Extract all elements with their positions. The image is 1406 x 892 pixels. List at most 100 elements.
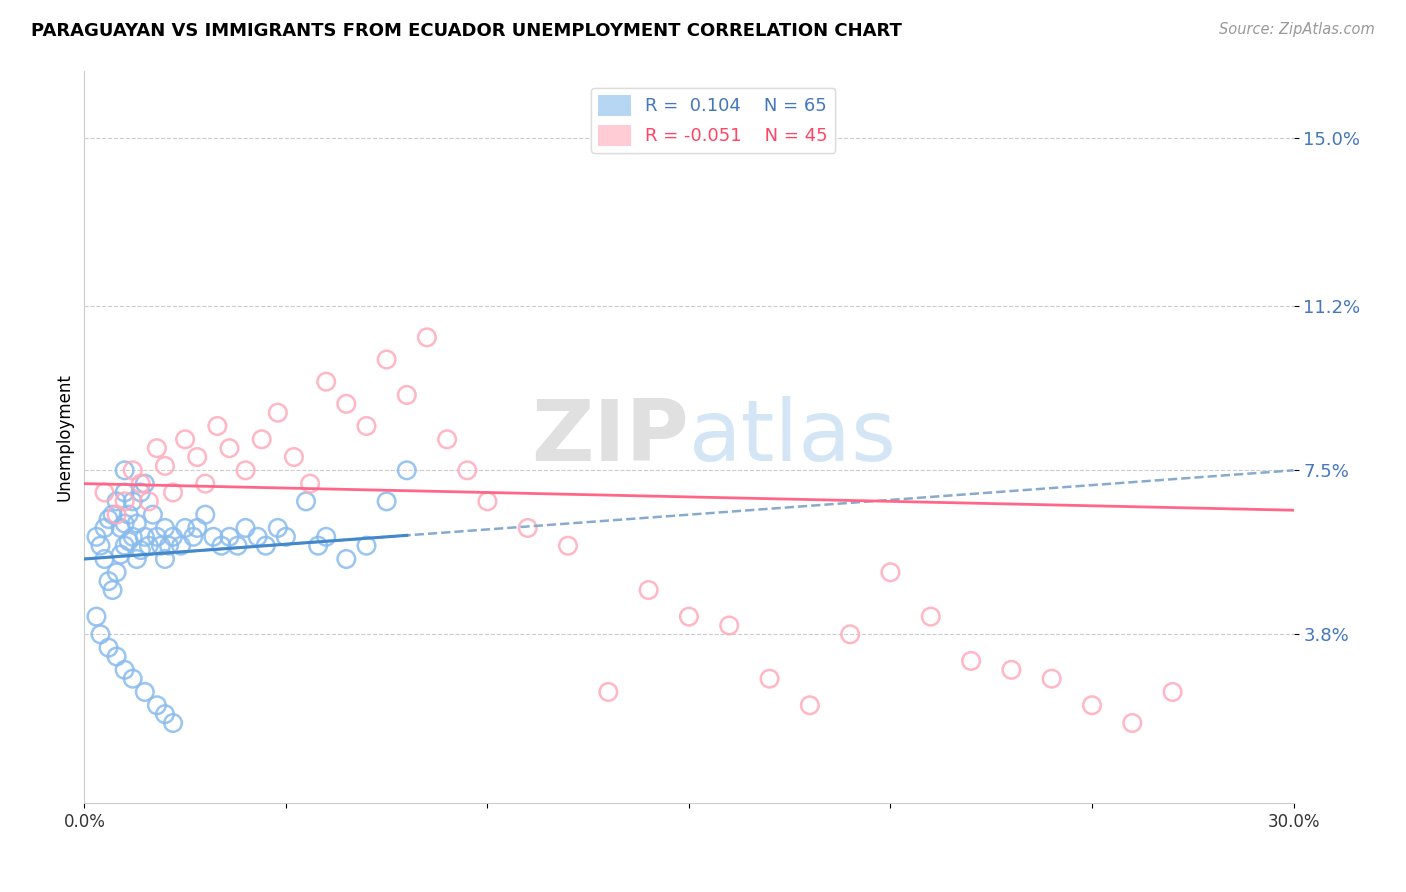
Point: [557, 539, 579, 553]
Point: [477, 494, 499, 508]
Point: [416, 330, 439, 344]
Point: [960, 654, 983, 668]
Point: [202, 530, 225, 544]
Point: [86, 530, 108, 544]
Point: [105, 508, 128, 522]
Point: [97, 574, 120, 589]
Point: [1000, 663, 1022, 677]
Point: [162, 485, 184, 500]
Point: [97, 640, 120, 655]
Point: [235, 521, 257, 535]
Point: [839, 627, 862, 641]
Point: [93, 485, 115, 500]
Point: [218, 530, 240, 544]
Point: [879, 566, 901, 580]
Point: [250, 432, 273, 446]
Point: [89, 539, 111, 553]
Point: [89, 627, 111, 641]
Point: [110, 521, 132, 535]
Point: [235, 463, 257, 477]
Point: [799, 698, 821, 713]
Point: [114, 516, 136, 531]
Point: [315, 375, 337, 389]
Point: [121, 494, 143, 508]
Point: [1040, 672, 1063, 686]
Point: [315, 530, 337, 544]
Point: [125, 516, 148, 531]
Point: [637, 582, 659, 597]
Point: [153, 552, 176, 566]
Point: [218, 441, 240, 455]
Point: [209, 539, 232, 553]
Point: [267, 521, 290, 535]
Point: [142, 508, 165, 522]
Point: [153, 521, 176, 535]
Point: [295, 494, 318, 508]
Point: [226, 539, 249, 553]
Point: [149, 539, 172, 553]
Point: [146, 698, 169, 713]
Point: [456, 463, 478, 477]
Point: [186, 521, 208, 535]
Point: [101, 582, 124, 597]
Point: [1161, 685, 1184, 699]
Point: [162, 716, 184, 731]
Point: [114, 663, 136, 677]
Point: [86, 609, 108, 624]
Point: [395, 388, 418, 402]
Point: [1121, 716, 1143, 731]
Text: PARAGUAYAN VS IMMIGRANTS FROM ECUADOR UNEMPLOYMENT CORRELATION CHART: PARAGUAYAN VS IMMIGRANTS FROM ECUADOR UN…: [31, 22, 901, 40]
Point: [114, 539, 136, 553]
Point: [267, 406, 290, 420]
Point: [118, 534, 141, 549]
Point: [105, 649, 128, 664]
Point: [146, 530, 169, 544]
Point: [134, 530, 156, 544]
Point: [114, 485, 136, 500]
Point: [134, 476, 156, 491]
Point: [356, 419, 378, 434]
Point: [105, 494, 128, 508]
Point: [105, 566, 128, 580]
Point: [101, 508, 124, 522]
Text: ZIP: ZIP: [531, 395, 689, 479]
Point: [121, 530, 143, 544]
Point: [110, 548, 132, 562]
Point: [356, 539, 378, 553]
Point: [138, 494, 160, 508]
Point: [436, 432, 458, 446]
Point: [395, 463, 418, 477]
Point: [93, 521, 115, 535]
Point: [375, 494, 398, 508]
Point: [121, 672, 143, 686]
Point: [162, 530, 184, 544]
Legend: R =  0.104    N = 65, R = -0.051    N = 45: R = 0.104 N = 65, R = -0.051 N = 45: [591, 87, 835, 153]
Point: [129, 485, 152, 500]
Point: [283, 450, 305, 464]
Point: [375, 352, 398, 367]
Point: [114, 494, 136, 508]
Point: [97, 512, 120, 526]
Point: [920, 609, 942, 624]
Y-axis label: Unemployment: Unemployment: [55, 373, 73, 501]
Point: [194, 508, 217, 522]
Point: [125, 552, 148, 566]
Point: [335, 552, 357, 566]
Point: [146, 441, 169, 455]
Point: [186, 450, 208, 464]
Point: [516, 521, 538, 535]
Point: [335, 397, 357, 411]
Point: [254, 539, 277, 553]
Point: [174, 432, 197, 446]
Point: [129, 543, 152, 558]
Point: [718, 618, 741, 632]
Point: [153, 707, 176, 722]
Point: [174, 521, 197, 535]
Text: atlas: atlas: [689, 395, 897, 479]
Point: [181, 530, 204, 544]
Point: [307, 539, 329, 553]
Point: [678, 609, 700, 624]
Point: [598, 685, 620, 699]
Point: [758, 672, 780, 686]
Point: [134, 685, 156, 699]
